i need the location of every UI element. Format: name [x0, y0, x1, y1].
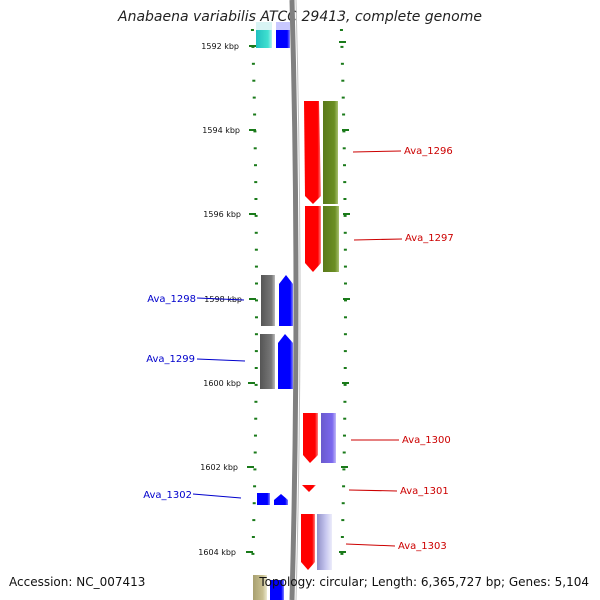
cog-box-ava-1296: [323, 101, 338, 204]
accession-text: Accession: NC_007413: [9, 575, 146, 589]
cog-box-partial-bottom: [253, 575, 267, 600]
cds-partial-bottom: [270, 580, 284, 600]
kbp-label-1594: 1594 kbp: [202, 126, 240, 135]
gene-label-ava-1298[interactable]: Ava_1298: [147, 294, 196, 305]
cog-box-ava-1302: [257, 493, 270, 505]
gene-label-ava-1301[interactable]: Ava_1301: [400, 486, 449, 497]
gene-ava-1300[interactable]: [303, 413, 318, 463]
cog-box-ava-1298: [261, 275, 275, 326]
gene-label-ava-1300[interactable]: Ava_1300: [402, 435, 451, 446]
kbp-label-1592: 1592 kbp: [201, 42, 239, 51]
kbp-label-1604: 1604 kbp: [198, 548, 236, 557]
tick-track-right: [339, 29, 347, 555]
gene-ava-1303[interactable]: [301, 514, 315, 570]
cog-box-ava-1300: [321, 413, 336, 463]
genome-backbone: [289, 0, 299, 600]
gene-ava-1299[interactable]: [278, 334, 293, 389]
cog-box-ava-1303: [317, 514, 332, 570]
genome-summary-text: Topology: circular; Length: 6,365,727 bp…: [259, 575, 589, 589]
kbp-major-ticks: [246, 41, 350, 553]
gene-ava-1296[interactable]: [304, 101, 321, 204]
reverse-gene-labels: [345, 150, 403, 547]
kbp-label-1596: 1596 kbp: [203, 210, 241, 219]
gene-ava-1301[interactable]: [302, 485, 316, 492]
kbp-label-1602: 1602 kbp: [200, 463, 238, 472]
gene-label-ava-1302[interactable]: Ava_1302: [143, 490, 192, 501]
genome-title: Anabaena variabilis ATCC 29413, complete…: [118, 9, 482, 25]
cds-partial-top: [276, 30, 290, 48]
cog-box-ava-1297: [323, 206, 339, 272]
gene-label-ava-1296[interactable]: Ava_1296: [404, 146, 453, 157]
forward-gene-labels: [192, 297, 246, 499]
gene-label-ava-1303[interactable]: Ava_1303: [398, 541, 447, 552]
gene-ava-1297[interactable]: [305, 206, 321, 272]
gene-label-ava-1297[interactable]: Ava_1297: [405, 233, 454, 244]
tick-track-left: [250, 29, 258, 555]
kbp-label-1600: 1600 kbp: [203, 379, 241, 388]
gene-label-ava-1299[interactable]: Ava_1299: [146, 354, 195, 365]
cog-box-ava-1299: [260, 334, 275, 389]
gene-ava-1298[interactable]: [279, 275, 293, 326]
gene-ava-1302[interactable]: [274, 494, 288, 505]
cog-box-partial-top: [256, 30, 272, 48]
